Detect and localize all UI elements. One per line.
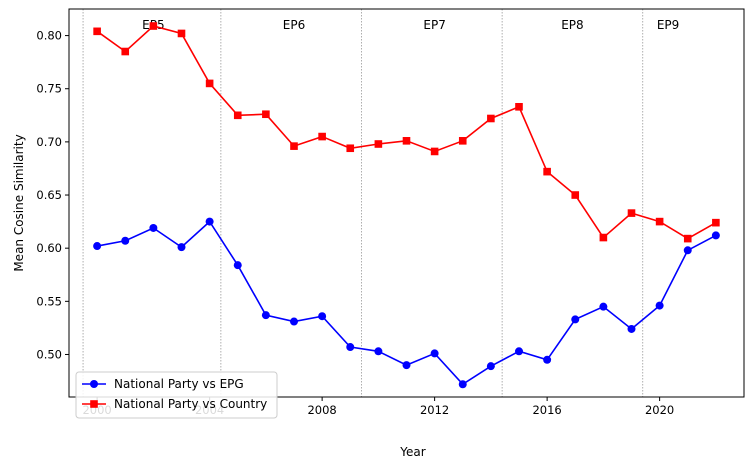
data-point — [712, 218, 720, 227]
legend-label: National Party vs Country — [114, 397, 267, 411]
data-point — [683, 246, 692, 255]
series-line — [96, 220, 717, 386]
legend-marker — [90, 380, 98, 388]
period-boundaries — [82, 9, 644, 397]
data-point — [149, 22, 158, 30]
data-point — [346, 343, 355, 352]
data-point — [149, 223, 158, 232]
data-point — [515, 102, 523, 111]
data-point — [458, 380, 467, 389]
data-point — [430, 147, 439, 156]
data-point — [683, 234, 692, 243]
period-labels: EP5EP6EP7EP8EP9 — [142, 18, 679, 32]
data-point — [205, 217, 214, 226]
data-point — [121, 47, 130, 56]
data-point — [233, 261, 242, 270]
period-label: EP9 — [657, 18, 679, 32]
data-point — [571, 315, 580, 324]
x-tick-label: 2016 — [532, 403, 561, 417]
period-label: EP8 — [561, 18, 583, 32]
data-point — [599, 302, 608, 311]
data-point — [93, 242, 102, 251]
data-point — [177, 29, 186, 38]
x-tick-label: 2008 — [307, 403, 336, 417]
y-tick-label: 0.75 — [36, 82, 62, 96]
legend-marker — [90, 400, 98, 408]
data-point — [261, 311, 270, 320]
legend-item: National Party vs EPG — [82, 377, 244, 391]
y-axis: 0.50 0.55 0.60 0.65 0.70 0.75 0.80 — [36, 29, 69, 361]
x-tick-label: 2012 — [420, 403, 449, 417]
data-point — [627, 324, 636, 333]
x-axis-title: Year — [399, 445, 425, 459]
data-point — [430, 349, 439, 358]
data-point — [205, 79, 214, 88]
y-tick-label: 0.65 — [36, 188, 62, 202]
data-point — [262, 110, 270, 119]
data-point — [374, 347, 383, 356]
series-line — [96, 25, 717, 240]
data-point — [486, 362, 495, 371]
data-point — [93, 27, 101, 36]
data-point — [543, 167, 551, 176]
data-point — [487, 114, 495, 123]
data-point — [318, 312, 327, 321]
data-point — [627, 209, 636, 217]
data-point — [655, 301, 664, 310]
y-tick-label: 0.60 — [36, 241, 62, 255]
data-point — [233, 111, 242, 120]
data-point — [374, 140, 383, 148]
y-axis-title: Mean Cosine Similarity — [12, 134, 26, 271]
data-point — [346, 144, 355, 153]
plot-area-frame — [68, 8, 745, 398]
data-point — [515, 347, 523, 356]
data-point — [543, 355, 552, 364]
y-tick-label: 0.80 — [36, 29, 62, 43]
x-tick-label: 2020 — [645, 403, 674, 417]
data-point — [458, 137, 467, 145]
data-point — [402, 361, 411, 370]
legend: National Party vs EPG National Party vs C… — [75, 371, 278, 419]
y-tick-label: 0.55 — [36, 294, 62, 308]
period-label: EP7 — [423, 18, 445, 32]
data-point — [655, 217, 664, 226]
data-point — [711, 231, 720, 240]
series-2 — [93, 22, 720, 243]
data-point — [318, 132, 326, 141]
data-point — [290, 142, 298, 150]
legend-item: National Party vs Country — [82, 397, 267, 411]
data-point — [599, 233, 608, 242]
data-point — [121, 236, 130, 245]
data-point — [290, 317, 298, 326]
data-point — [402, 137, 411, 145]
period-label: EP6 — [283, 18, 305, 32]
legend-box — [75, 371, 278, 419]
y-tick-label: 0.70 — [36, 135, 62, 149]
legend-label: National Party vs EPG — [114, 377, 244, 391]
data-point — [571, 191, 580, 199]
y-tick-label: 0.50 — [36, 347, 62, 361]
series-1 — [93, 217, 720, 389]
data-point — [177, 243, 186, 252]
series-layer — [93, 22, 720, 389]
